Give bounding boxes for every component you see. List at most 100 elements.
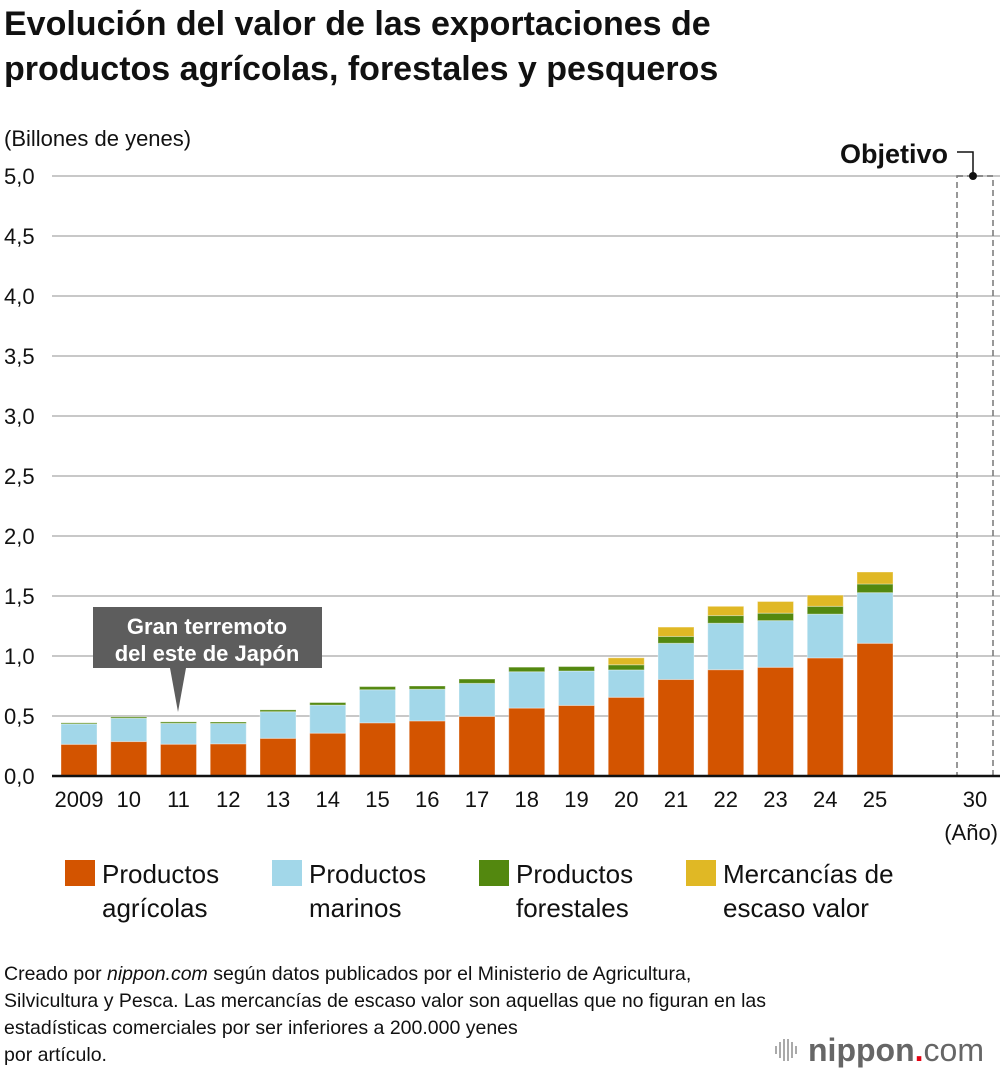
chart-title-line-2: productos agrícolas, forestales y pesque… [4,50,718,88]
legend-label-line-1: Productos [516,859,633,889]
bar-segment-productos-marinos [408,688,446,722]
annotation-callout: Gran terremoto del este de Japón [93,607,322,712]
logo-text: nippon [808,1032,915,1068]
x-tick-label: 20 [614,787,638,812]
bar-segment-mercanc-as-de-escaso-valor [806,594,844,607]
bar-segment-productos-agr-colas [359,722,396,777]
bar-segment-productos-agr-colas [110,741,148,777]
footer-line-3: estadísticas comerciales por ser inferio… [4,1017,518,1039]
bar-segment-productos-agr-colas [707,669,745,777]
bar-segment-productos-forestales [806,605,844,615]
x-tick-label: 14 [316,787,340,812]
bar-segment-productos-agr-colas [757,666,794,777]
bar-stack-2009 [60,722,98,777]
bar-segment-productos-agr-colas [209,743,247,777]
y-tick-label: 4,5 [4,224,35,249]
legend-label-line-2: escaso valor [723,893,869,923]
legend-label-line-2: forestales [516,893,629,923]
logo-dot: . [915,1032,924,1068]
bar-segment-productos-forestales [259,709,297,713]
bar-segment-mercanc-as-de-escaso-valor [707,605,745,617]
footer-note: Creado por nippon.com según datos public… [4,963,766,1066]
bar-segment-mercanc-as-de-escaso-valor [856,571,894,585]
bar-segment-productos-marinos [757,620,794,668]
bar-segment-productos-forestales [707,615,745,624]
bar-segment-productos-marinos [856,592,894,644]
bar-stack-12 [209,721,247,777]
x-tick-label: 10 [117,787,141,812]
bar-segment-productos-forestales [408,685,446,690]
bar-segment-productos-agr-colas [309,732,347,777]
bar-segment-productos-agr-colas [259,737,297,777]
bar-segment-mercanc-as-de-escaso-valor [757,601,794,614]
bar-segment-productos-marinos [110,717,148,743]
x-axis-label: (Año) [944,820,998,845]
bar-segment-productos-agr-colas [60,743,98,777]
bar-segment-productos-forestales [209,721,247,724]
bar-segment-productos-agr-colas [458,715,496,777]
x-tick-label: 16 [415,787,439,812]
legend-label-line-2: marinos [309,893,401,923]
bar-stack-10 [110,716,148,777]
bar-segment-productos-forestales [359,686,396,691]
y-tick-label: 5,0 [4,164,35,189]
bar-segment-productos-forestales [160,721,197,724]
y-tick-label: 0,5 [4,704,35,729]
x-tick-label: 21 [664,787,688,812]
target-dot [969,172,977,180]
x-tick-label: 25 [863,787,887,812]
x-tick-label: 17 [465,787,489,812]
bar-segment-productos-marinos [458,682,496,717]
bar-segment-mercanc-as-de-escaso-valor [657,626,695,637]
x-tick-label: 24 [813,787,837,812]
bar-stack-20 [607,657,645,777]
x-tick-label: 2009 [55,787,104,812]
bar-segment-productos-marinos [607,669,645,698]
legend-label-line-2: agrícolas [102,893,208,923]
x-tick-label: 18 [515,787,539,812]
bar-segment-productos-forestales [60,722,98,725]
bar-segment-productos-marinos [160,722,197,745]
bar-segment-productos-marinos [60,723,98,745]
legend-swatch [479,860,509,886]
x-tick-label: 19 [564,787,588,812]
bar-segment-productos-agr-colas [160,743,197,777]
y-tick-label: 3,0 [4,404,35,429]
chart-title-line-1: Evolución del valor de las exportaciones… [4,5,711,43]
bar-segment-productos-agr-colas [856,642,894,777]
legend-item: Productos marinos [272,859,426,923]
x-tick-label: 22 [714,787,738,812]
nippon-logo: nippon.com [775,1032,984,1068]
bar-stack-17 [458,678,496,777]
footer-line-1: Creado por nippon.com según datos public… [4,963,691,985]
y-tick-label: 4,0 [4,284,35,309]
y-tick-label: 1,5 [4,584,35,609]
legend-label-line-1: Mercancías de [723,859,894,889]
legend-swatch [65,860,95,886]
bar-segment-productos-forestales [856,583,894,594]
y-tick-label: 0,0 [4,764,35,789]
x-tick-label: 13 [266,787,290,812]
svg-text:nippon.com: nippon.com [808,1032,984,1068]
bar-segment-productos-forestales [458,678,496,684]
y-tick-label: 3,5 [4,344,35,369]
y-tick-label: 2,0 [4,524,35,549]
x-tick-label: 12 [216,787,240,812]
x-tick-label-target: 30 [963,787,987,812]
bar-segment-productos-marinos [259,711,297,739]
bar-segment-productos-forestales [558,666,595,672]
annotation-line-1: Gran terremoto [127,614,287,639]
bar-segment-productos-agr-colas [508,707,546,777]
annotation-line-2: del este de Japón [115,641,300,666]
bar-segment-productos-marinos [309,704,347,734]
bar-stack-15 [359,686,396,777]
bar-stack-13 [259,709,297,777]
bar-segment-productos-agr-colas [806,657,844,777]
y-tick-label: 1,0 [4,644,35,669]
bar-segment-productos-forestales [309,702,347,706]
y-tick-label: 2,5 [4,464,35,489]
bar-segment-productos-marinos [657,642,695,681]
bar-stack-19 [558,666,595,777]
footer-line-2: Silvicultura y Pesca. Las mercancías de … [4,990,766,1012]
